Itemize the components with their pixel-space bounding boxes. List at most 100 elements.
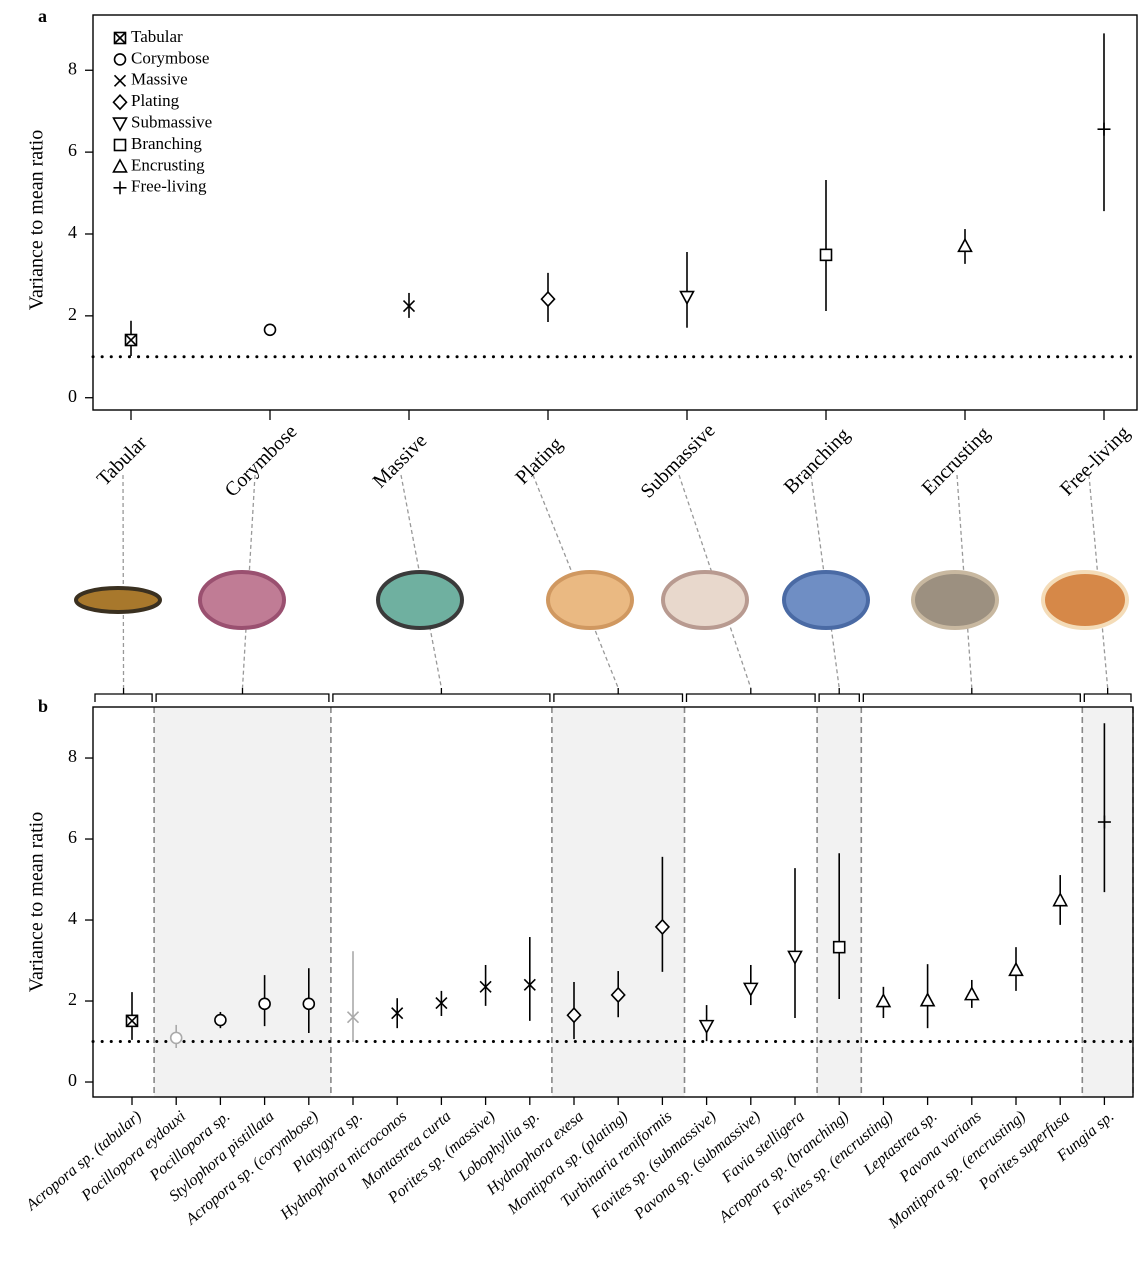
point <box>789 951 802 963</box>
point <box>259 998 270 1009</box>
point <box>681 292 694 304</box>
coral-icon <box>200 572 284 628</box>
coral-icon <box>76 588 160 612</box>
marker-shape <box>115 140 126 151</box>
panel-label: a <box>38 6 47 26</box>
legend-marker <box>115 33 126 44</box>
morphology-label: Free-living <box>1056 422 1134 500</box>
coral-icon <box>378 572 462 628</box>
marker-shape <box>744 983 757 995</box>
marker-shape <box>789 951 802 963</box>
point <box>877 995 890 1007</box>
y-tick-label: 8 <box>68 58 77 78</box>
marker-shape <box>114 118 127 130</box>
group-bracket <box>819 688 859 702</box>
legend-marker <box>114 118 127 130</box>
marker-shape <box>259 998 270 1009</box>
point <box>1054 894 1067 906</box>
marker-shape <box>114 95 127 109</box>
group-bracket <box>333 688 550 702</box>
marker-shape <box>215 1015 226 1026</box>
y-tick-label: 4 <box>68 222 77 242</box>
group-bracket <box>1084 688 1131 702</box>
marker-shape <box>965 988 978 1000</box>
legend-label: Free-living <box>131 177 207 196</box>
point <box>700 1021 713 1033</box>
marker-shape <box>542 292 555 306</box>
y-tick-label: 2 <box>68 989 77 1009</box>
marker-shape <box>265 324 276 335</box>
group-shade <box>552 707 685 1097</box>
point <box>303 998 314 1009</box>
marker-shape <box>834 942 845 953</box>
legend-marker <box>114 160 127 172</box>
plot-frame <box>93 15 1137 410</box>
legend-label: Massive <box>131 70 188 89</box>
legend-marker <box>115 54 126 65</box>
marker-shape <box>114 160 127 172</box>
group-bracket <box>156 688 329 702</box>
point <box>1010 963 1023 975</box>
legend-label: Tabular <box>131 27 183 46</box>
legend-marker <box>115 75 126 86</box>
morphology-label: Tabular <box>93 431 152 490</box>
morphology-label: Encrusting <box>918 423 995 500</box>
coral-icon <box>784 572 868 628</box>
marker-shape <box>681 292 694 304</box>
y-tick-label: 2 <box>68 304 77 324</box>
group-bracket <box>95 688 152 702</box>
marker-shape <box>171 1032 182 1043</box>
morphology-label: Massive <box>369 430 432 493</box>
marker-shape <box>115 54 126 65</box>
legend-marker <box>115 140 126 151</box>
y-tick-label: 8 <box>68 746 77 766</box>
legend-label: Branching <box>131 134 202 153</box>
point <box>126 335 137 346</box>
y-tick-label: 0 <box>68 386 77 406</box>
marker-shape <box>921 994 934 1006</box>
legend-marker <box>114 95 127 109</box>
point <box>821 249 832 260</box>
coral-icon <box>1043 572 1127 628</box>
legend-marker <box>114 181 127 194</box>
point <box>834 942 845 953</box>
point <box>959 239 972 251</box>
group-bracket <box>554 688 683 702</box>
y-tick-label: 6 <box>68 140 77 160</box>
y-tick-label: 0 <box>68 1070 77 1090</box>
y-axis-label: Variance to mean ratio <box>26 130 48 310</box>
point <box>921 994 934 1006</box>
marker-shape <box>877 995 890 1007</box>
marker-shape <box>959 239 972 251</box>
point <box>542 292 555 306</box>
legend-label: Corymbose <box>131 48 209 67</box>
point <box>1098 123 1111 136</box>
group-bracket <box>687 688 816 702</box>
legend-label: Plating <box>131 91 180 110</box>
marker-shape <box>303 998 314 1009</box>
figure: a b Variance to mean ratio Variance to m… <box>0 0 1140 1277</box>
point <box>265 324 276 335</box>
morphology-label: Branching <box>780 424 854 498</box>
y-tick-label: 6 <box>68 827 77 847</box>
legend-label: Encrusting <box>131 155 205 174</box>
connector <box>123 475 124 688</box>
morphology-label: Corymbose <box>221 421 302 502</box>
legend-label: Submassive <box>131 113 212 132</box>
coral-icon <box>663 572 747 628</box>
morphology-label: Plating <box>511 433 567 489</box>
point <box>744 983 757 995</box>
morphology-label: Submassive <box>636 419 719 502</box>
group-bracket <box>863 688 1080 702</box>
marker-shape <box>1010 963 1023 975</box>
y-axis-label: Variance to mean ratio <box>26 812 48 992</box>
marker-shape <box>1054 894 1067 906</box>
y-tick-label: 4 <box>68 908 77 928</box>
panel-label: b <box>38 696 48 716</box>
marker-shape <box>700 1021 713 1033</box>
point <box>127 1015 138 1026</box>
point <box>965 988 978 1000</box>
marker-shape <box>821 249 832 260</box>
point <box>171 1032 182 1043</box>
coral-icon <box>913 572 997 628</box>
